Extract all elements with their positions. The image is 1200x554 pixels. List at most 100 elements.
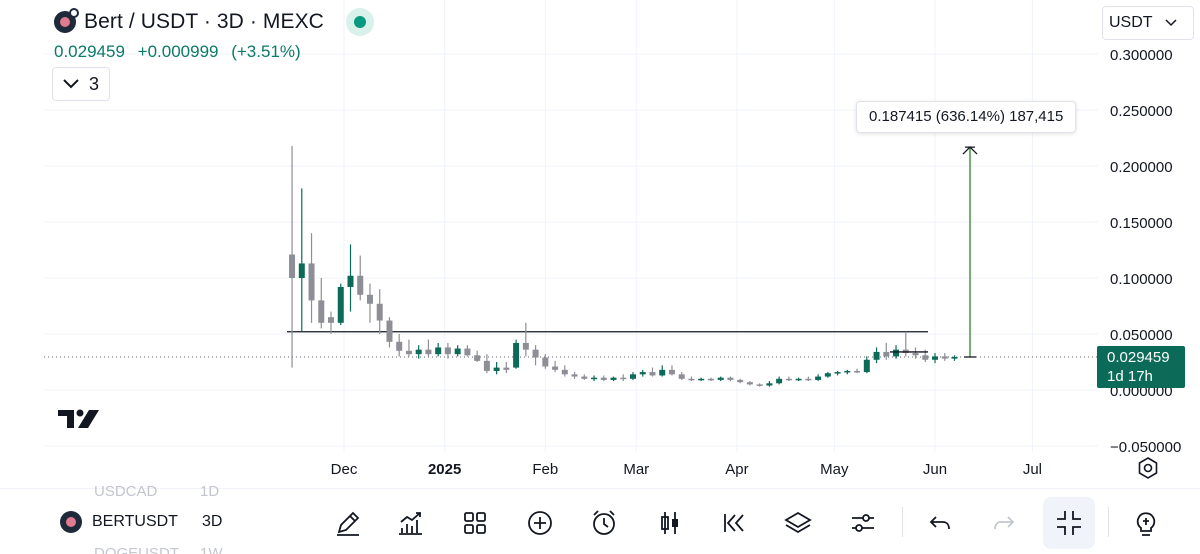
candle-body <box>561 369 568 375</box>
chart-settings-icon[interactable] <box>1136 456 1160 480</box>
replay-button[interactable] <box>714 503 754 543</box>
market-status-icon[interactable] <box>345 8 374 36</box>
ghost-symbol: DOGEUSDT <box>94 545 180 554</box>
collapse-icon <box>1057 511 1081 535</box>
candle-body <box>727 377 734 380</box>
symbol-title[interactable]: Bert / USDT · 3D · MEXC <box>84 10 324 33</box>
candle-body <box>483 360 490 371</box>
indicators-toggle-button[interactable]: 3 <box>52 67 110 101</box>
alerts-button[interactable] <box>584 503 624 543</box>
candle-body <box>912 353 919 356</box>
candle-body <box>591 377 598 380</box>
candle-body <box>922 355 929 360</box>
symbol-header: Bert / USDT · 3D · MEXC <box>54 8 374 36</box>
redo-icon <box>994 516 1015 530</box>
candle-body <box>610 377 617 380</box>
chart-type-button[interactable] <box>650 503 690 543</box>
layouts-button[interactable] <box>455 503 495 543</box>
coin-logo-icon <box>54 8 79 33</box>
indicators-count: 3 <box>88 73 99 94</box>
x-tick-label: Jun <box>923 461 947 478</box>
x-tick-label: Apr <box>725 461 748 478</box>
candles-icon <box>661 512 678 534</box>
y-tick-label: 0.300000 <box>1110 47 1173 64</box>
candle-body <box>805 378 812 381</box>
candle-body <box>337 286 344 323</box>
ideas-button[interactable] <box>1126 503 1166 543</box>
alarm-clock-icon <box>593 510 615 535</box>
plus-circle-icon <box>528 511 552 535</box>
candle-body <box>396 341 403 351</box>
candle-body <box>425 349 432 355</box>
y-tick-label: 0.250000 <box>1110 103 1173 120</box>
redo-button[interactable] <box>984 503 1024 543</box>
candle-body <box>503 367 510 370</box>
y-tick-label: 0.050000 <box>1110 327 1173 344</box>
candle-body <box>464 348 471 356</box>
candle-body <box>815 376 822 380</box>
y-tick-label: 0.150000 <box>1110 215 1173 232</box>
candle-body <box>600 377 607 380</box>
candle-body <box>347 275 354 287</box>
candle-body <box>376 303 383 321</box>
currency-select[interactable]: USDT <box>1102 6 1194 40</box>
draw-tool-button[interactable] <box>328 503 368 543</box>
measure-label: 0.187415 (636.14%) 187,415 <box>856 101 1077 133</box>
chevron-down-icon <box>1165 19 1177 27</box>
candle-body <box>298 263 305 278</box>
candle-body <box>678 374 685 379</box>
indicators-button[interactable] <box>390 503 430 543</box>
ghost-watchlist-row: USDCAD 1D <box>94 483 219 500</box>
candle-body <box>454 348 461 355</box>
pencil-icon <box>337 511 360 536</box>
tradingview-logo-icon[interactable] <box>58 408 102 430</box>
x-tick-label: Jul <box>1023 461 1042 478</box>
price-summary: 0.029459 +0.000999 (+3.51%) <box>54 42 309 62</box>
candle-body <box>893 349 900 357</box>
rewind-icon <box>724 514 744 532</box>
chevron-down-icon <box>63 79 79 89</box>
candle-body <box>746 382 753 385</box>
candle-body <box>863 359 870 373</box>
candle-body <box>785 378 792 381</box>
candle-body <box>328 317 335 323</box>
last-price-badge-value: 0.029459 <box>1107 349 1170 366</box>
fullscreen-toggle-button[interactable] <box>1043 497 1095 549</box>
y-tick-label: 0.100000 <box>1110 271 1173 288</box>
price-chart[interactable]: Dec 2025 Feb Mar Apr May Jun Jul 0.300000 0.25000… <box>0 0 1200 488</box>
measure-arrow-icon <box>962 146 978 155</box>
candle-body <box>542 357 549 367</box>
last-price: 0.029459 <box>54 42 125 61</box>
object-tree-button[interactable] <box>778 503 818 543</box>
symbol-name: BERTUSDT <box>92 513 178 530</box>
ghost-timeframe: 1D <box>200 483 220 500</box>
bar-countdown: 1d 17h <box>1107 368 1153 385</box>
sliders-icon <box>852 514 874 532</box>
x-tick-label: Feb <box>532 461 558 478</box>
candle-body <box>873 351 880 360</box>
candle-body <box>668 369 675 375</box>
candle-body <box>522 342 529 350</box>
toolbar-divider <box>902 507 903 537</box>
chart-area[interactable]: Dec 2025 Feb Mar Apr May Jun Jul 0.300000 0.25000… <box>0 0 1200 488</box>
last-price-badge: 0.029459 1d 17h <box>1097 346 1185 388</box>
candle-body <box>386 320 393 342</box>
candle-body <box>513 342 520 368</box>
candle-body <box>474 355 481 361</box>
candle-body <box>415 349 422 355</box>
x-tick-label: 2025 <box>428 461 461 478</box>
undo-button[interactable] <box>920 503 960 543</box>
timeframe[interactable]: 3D <box>202 513 223 530</box>
candle-body <box>854 370 861 373</box>
candle-body <box>795 378 802 381</box>
chart-up-icon <box>399 512 422 535</box>
candle-body <box>844 370 851 373</box>
candle-body <box>659 369 666 376</box>
symbol-switcher[interactable]: BERTUSDT 3D <box>60 511 222 533</box>
layers-icon <box>784 511 812 534</box>
add-symbol-button[interactable] <box>520 503 560 543</box>
y-tick-label: 0.200000 <box>1110 159 1173 176</box>
currency-value: USDT <box>1109 14 1153 31</box>
chart-settings-button[interactable] <box>843 503 883 543</box>
toolbar-divider <box>1108 507 1109 537</box>
